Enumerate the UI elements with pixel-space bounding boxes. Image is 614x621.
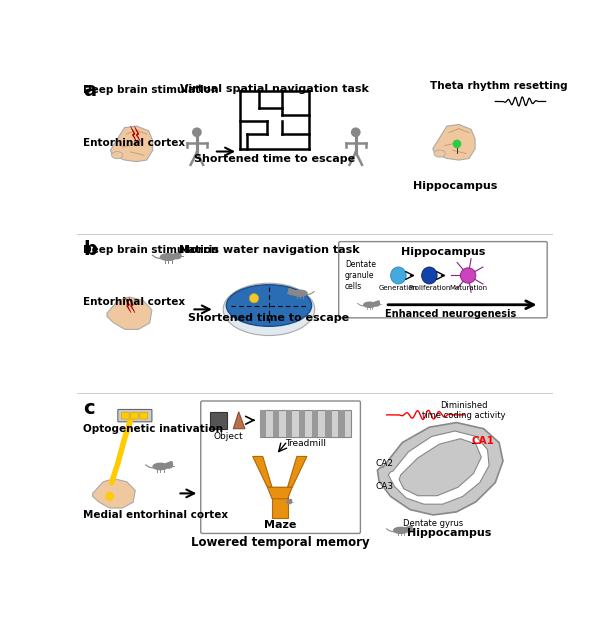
Ellipse shape — [173, 253, 181, 259]
Ellipse shape — [223, 283, 315, 335]
Text: Dentate
granule
cells: Dentate granule cells — [345, 260, 376, 291]
Text: CA1: CA1 — [472, 436, 495, 446]
Ellipse shape — [293, 290, 307, 296]
Circle shape — [460, 268, 476, 283]
Polygon shape — [134, 126, 141, 142]
Ellipse shape — [410, 526, 412, 528]
Text: Entorhinal cortex: Entorhinal cortex — [83, 297, 185, 307]
Text: CA2: CA2 — [375, 459, 393, 468]
Polygon shape — [287, 456, 307, 487]
Polygon shape — [272, 487, 287, 518]
Polygon shape — [253, 456, 272, 487]
FancyBboxPatch shape — [210, 412, 227, 428]
Circle shape — [192, 127, 202, 137]
Text: Entorhinal cortex: Entorhinal cortex — [83, 138, 185, 148]
Text: Dentate gyrus: Dentate gyrus — [403, 519, 464, 528]
Ellipse shape — [373, 302, 379, 306]
Text: Deep brain stimulation: Deep brain stimulation — [83, 85, 219, 95]
Ellipse shape — [289, 289, 291, 291]
Polygon shape — [399, 438, 481, 496]
Polygon shape — [378, 422, 503, 515]
Polygon shape — [388, 431, 489, 504]
Ellipse shape — [160, 254, 176, 260]
FancyBboxPatch shape — [131, 412, 138, 419]
Text: Maturation: Maturation — [449, 286, 487, 291]
Circle shape — [249, 294, 258, 303]
FancyBboxPatch shape — [201, 401, 360, 533]
Text: Theta rhythm resetting: Theta rhythm resetting — [430, 81, 568, 91]
Text: Hippocampus: Hippocampus — [401, 247, 485, 257]
Ellipse shape — [363, 302, 376, 307]
Ellipse shape — [434, 150, 445, 157]
Ellipse shape — [165, 463, 173, 468]
Text: Optogenetic inativation: Optogenetic inativation — [83, 424, 223, 434]
Text: a: a — [83, 81, 96, 100]
FancyBboxPatch shape — [286, 410, 292, 437]
Polygon shape — [111, 126, 153, 161]
FancyBboxPatch shape — [260, 410, 266, 437]
Ellipse shape — [289, 289, 295, 295]
Ellipse shape — [227, 285, 311, 326]
Ellipse shape — [279, 501, 289, 505]
FancyBboxPatch shape — [122, 412, 129, 419]
Ellipse shape — [290, 499, 292, 501]
Circle shape — [453, 140, 460, 148]
Text: Enhanced neurogenesis: Enhanced neurogenesis — [385, 309, 516, 319]
Polygon shape — [433, 124, 475, 160]
Polygon shape — [93, 479, 135, 508]
Polygon shape — [268, 487, 292, 499]
Ellipse shape — [377, 301, 379, 302]
Ellipse shape — [178, 252, 181, 254]
Text: Shortened time to escape: Shortened time to escape — [194, 154, 355, 164]
Text: Treadmill: Treadmill — [285, 440, 326, 448]
Ellipse shape — [169, 462, 173, 464]
Polygon shape — [233, 412, 245, 428]
Text: Proliferation: Proliferation — [408, 286, 451, 291]
FancyBboxPatch shape — [140, 412, 147, 419]
Text: Hippocampus: Hippocampus — [413, 181, 497, 191]
FancyBboxPatch shape — [338, 410, 344, 437]
Text: Medial entorhinal cortex: Medial entorhinal cortex — [83, 510, 228, 520]
Circle shape — [106, 492, 114, 500]
Ellipse shape — [112, 152, 123, 159]
Text: Object: Object — [213, 432, 243, 441]
Polygon shape — [131, 126, 137, 142]
Polygon shape — [107, 297, 152, 329]
Polygon shape — [125, 297, 131, 313]
Text: Virtual spatial navigation task: Virtual spatial navigation task — [180, 84, 369, 94]
FancyBboxPatch shape — [299, 410, 305, 437]
Text: Generation: Generation — [379, 286, 418, 291]
Circle shape — [351, 127, 360, 137]
Text: b: b — [83, 240, 97, 259]
Text: Lowered temporal memory: Lowered temporal memory — [192, 536, 370, 549]
Text: Diminished
time coding activity: Diminished time coding activity — [422, 401, 506, 420]
FancyBboxPatch shape — [118, 409, 152, 422]
FancyBboxPatch shape — [260, 410, 351, 437]
Text: Hippocampus: Hippocampus — [406, 528, 491, 538]
Ellipse shape — [391, 267, 406, 284]
Text: c: c — [83, 399, 95, 419]
Text: CA3: CA3 — [375, 482, 393, 491]
Ellipse shape — [405, 527, 412, 532]
FancyBboxPatch shape — [339, 242, 547, 318]
FancyBboxPatch shape — [325, 410, 332, 437]
Ellipse shape — [153, 463, 168, 469]
Text: Maze: Maze — [263, 520, 296, 530]
Text: Deep brain stimulation: Deep brain stimulation — [83, 245, 219, 255]
Ellipse shape — [287, 500, 292, 504]
Ellipse shape — [422, 267, 437, 284]
FancyBboxPatch shape — [273, 410, 279, 437]
Ellipse shape — [394, 527, 408, 533]
Polygon shape — [129, 297, 135, 313]
FancyBboxPatch shape — [312, 410, 319, 437]
Text: Shortened time to escape: Shortened time to escape — [188, 313, 349, 323]
Text: Morris water navigation task: Morris water navigation task — [179, 245, 359, 255]
